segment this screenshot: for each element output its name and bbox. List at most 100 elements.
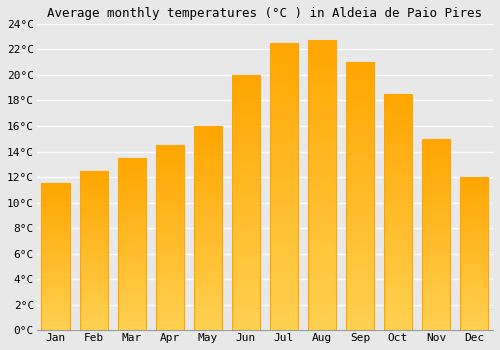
Bar bbox=[42, 259, 70, 262]
Bar bbox=[346, 116, 374, 120]
Bar bbox=[308, 205, 336, 210]
Bar bbox=[308, 84, 336, 89]
Bar bbox=[270, 187, 298, 191]
Bar bbox=[384, 322, 412, 326]
Bar bbox=[346, 93, 374, 98]
Bar bbox=[308, 243, 336, 248]
Bar bbox=[346, 120, 374, 125]
Bar bbox=[346, 107, 374, 111]
Bar bbox=[346, 295, 374, 299]
Bar bbox=[118, 178, 146, 181]
Bar bbox=[308, 296, 336, 301]
Bar bbox=[270, 326, 298, 330]
Bar bbox=[194, 289, 222, 293]
Bar bbox=[118, 313, 146, 316]
Bar bbox=[422, 321, 450, 324]
Bar bbox=[118, 279, 146, 281]
Bar bbox=[422, 152, 450, 155]
Bar bbox=[232, 305, 260, 309]
Bar bbox=[156, 284, 184, 287]
Bar bbox=[270, 52, 298, 57]
Bar bbox=[346, 152, 374, 156]
Bar bbox=[194, 143, 222, 146]
Bar bbox=[194, 317, 222, 320]
Bar bbox=[80, 285, 108, 288]
Bar bbox=[156, 154, 184, 158]
Bar bbox=[156, 250, 184, 253]
Bar bbox=[42, 264, 70, 267]
Bar bbox=[422, 187, 450, 190]
Bar bbox=[460, 274, 488, 276]
Bar bbox=[384, 208, 412, 212]
Bar bbox=[270, 172, 298, 177]
Bar bbox=[156, 176, 184, 179]
Bar bbox=[346, 263, 374, 268]
Bar bbox=[422, 225, 450, 228]
Bar bbox=[118, 230, 146, 233]
Bar bbox=[42, 276, 70, 279]
Bar bbox=[270, 124, 298, 129]
Bar bbox=[80, 211, 108, 213]
Bar bbox=[384, 275, 412, 279]
Bar bbox=[346, 183, 374, 187]
Bar bbox=[422, 260, 450, 263]
Bar bbox=[422, 203, 450, 206]
Bar bbox=[232, 75, 260, 79]
Bar bbox=[232, 326, 260, 330]
Bar bbox=[308, 69, 336, 74]
Bar bbox=[80, 317, 108, 320]
Bar bbox=[384, 114, 412, 118]
Bar bbox=[42, 299, 70, 301]
Bar bbox=[42, 306, 70, 308]
Bar bbox=[346, 103, 374, 107]
Bar bbox=[346, 286, 374, 290]
Bar bbox=[80, 269, 108, 272]
Bar bbox=[422, 324, 450, 327]
Bar bbox=[42, 191, 70, 193]
Bar bbox=[270, 321, 298, 326]
Bar bbox=[422, 286, 450, 289]
Bar bbox=[80, 171, 108, 173]
Bar bbox=[422, 263, 450, 266]
Bar bbox=[346, 89, 374, 93]
Bar bbox=[156, 296, 184, 300]
Bar bbox=[346, 218, 374, 223]
Bar bbox=[308, 214, 336, 219]
Bar bbox=[80, 264, 108, 266]
Bar bbox=[384, 259, 412, 263]
Bar bbox=[42, 208, 70, 210]
Bar bbox=[232, 160, 260, 164]
Bar bbox=[80, 314, 108, 317]
Bar bbox=[422, 305, 450, 308]
Bar bbox=[308, 176, 336, 181]
Bar bbox=[346, 281, 374, 286]
Bar bbox=[270, 244, 298, 249]
Bar bbox=[232, 139, 260, 143]
Bar bbox=[308, 277, 336, 282]
Bar bbox=[42, 210, 70, 213]
Bar bbox=[42, 291, 70, 294]
Bar bbox=[118, 324, 146, 327]
Bar bbox=[194, 167, 222, 170]
Bar bbox=[232, 275, 260, 279]
Bar bbox=[422, 251, 450, 254]
Bar bbox=[156, 204, 184, 207]
Bar bbox=[118, 281, 146, 284]
Bar bbox=[156, 191, 184, 195]
Bar bbox=[194, 163, 222, 167]
Bar bbox=[156, 327, 184, 330]
Bar bbox=[194, 303, 222, 307]
Bar bbox=[460, 244, 488, 246]
Bar bbox=[384, 94, 412, 98]
Bar bbox=[460, 223, 488, 226]
Bar bbox=[422, 257, 450, 260]
Bar bbox=[346, 174, 374, 178]
Bar bbox=[460, 323, 488, 325]
Bar bbox=[232, 75, 260, 330]
Bar bbox=[308, 238, 336, 243]
Bar bbox=[384, 252, 412, 255]
Bar bbox=[194, 150, 222, 153]
Bar bbox=[156, 262, 184, 266]
Bar bbox=[270, 215, 298, 220]
Bar bbox=[270, 278, 298, 282]
